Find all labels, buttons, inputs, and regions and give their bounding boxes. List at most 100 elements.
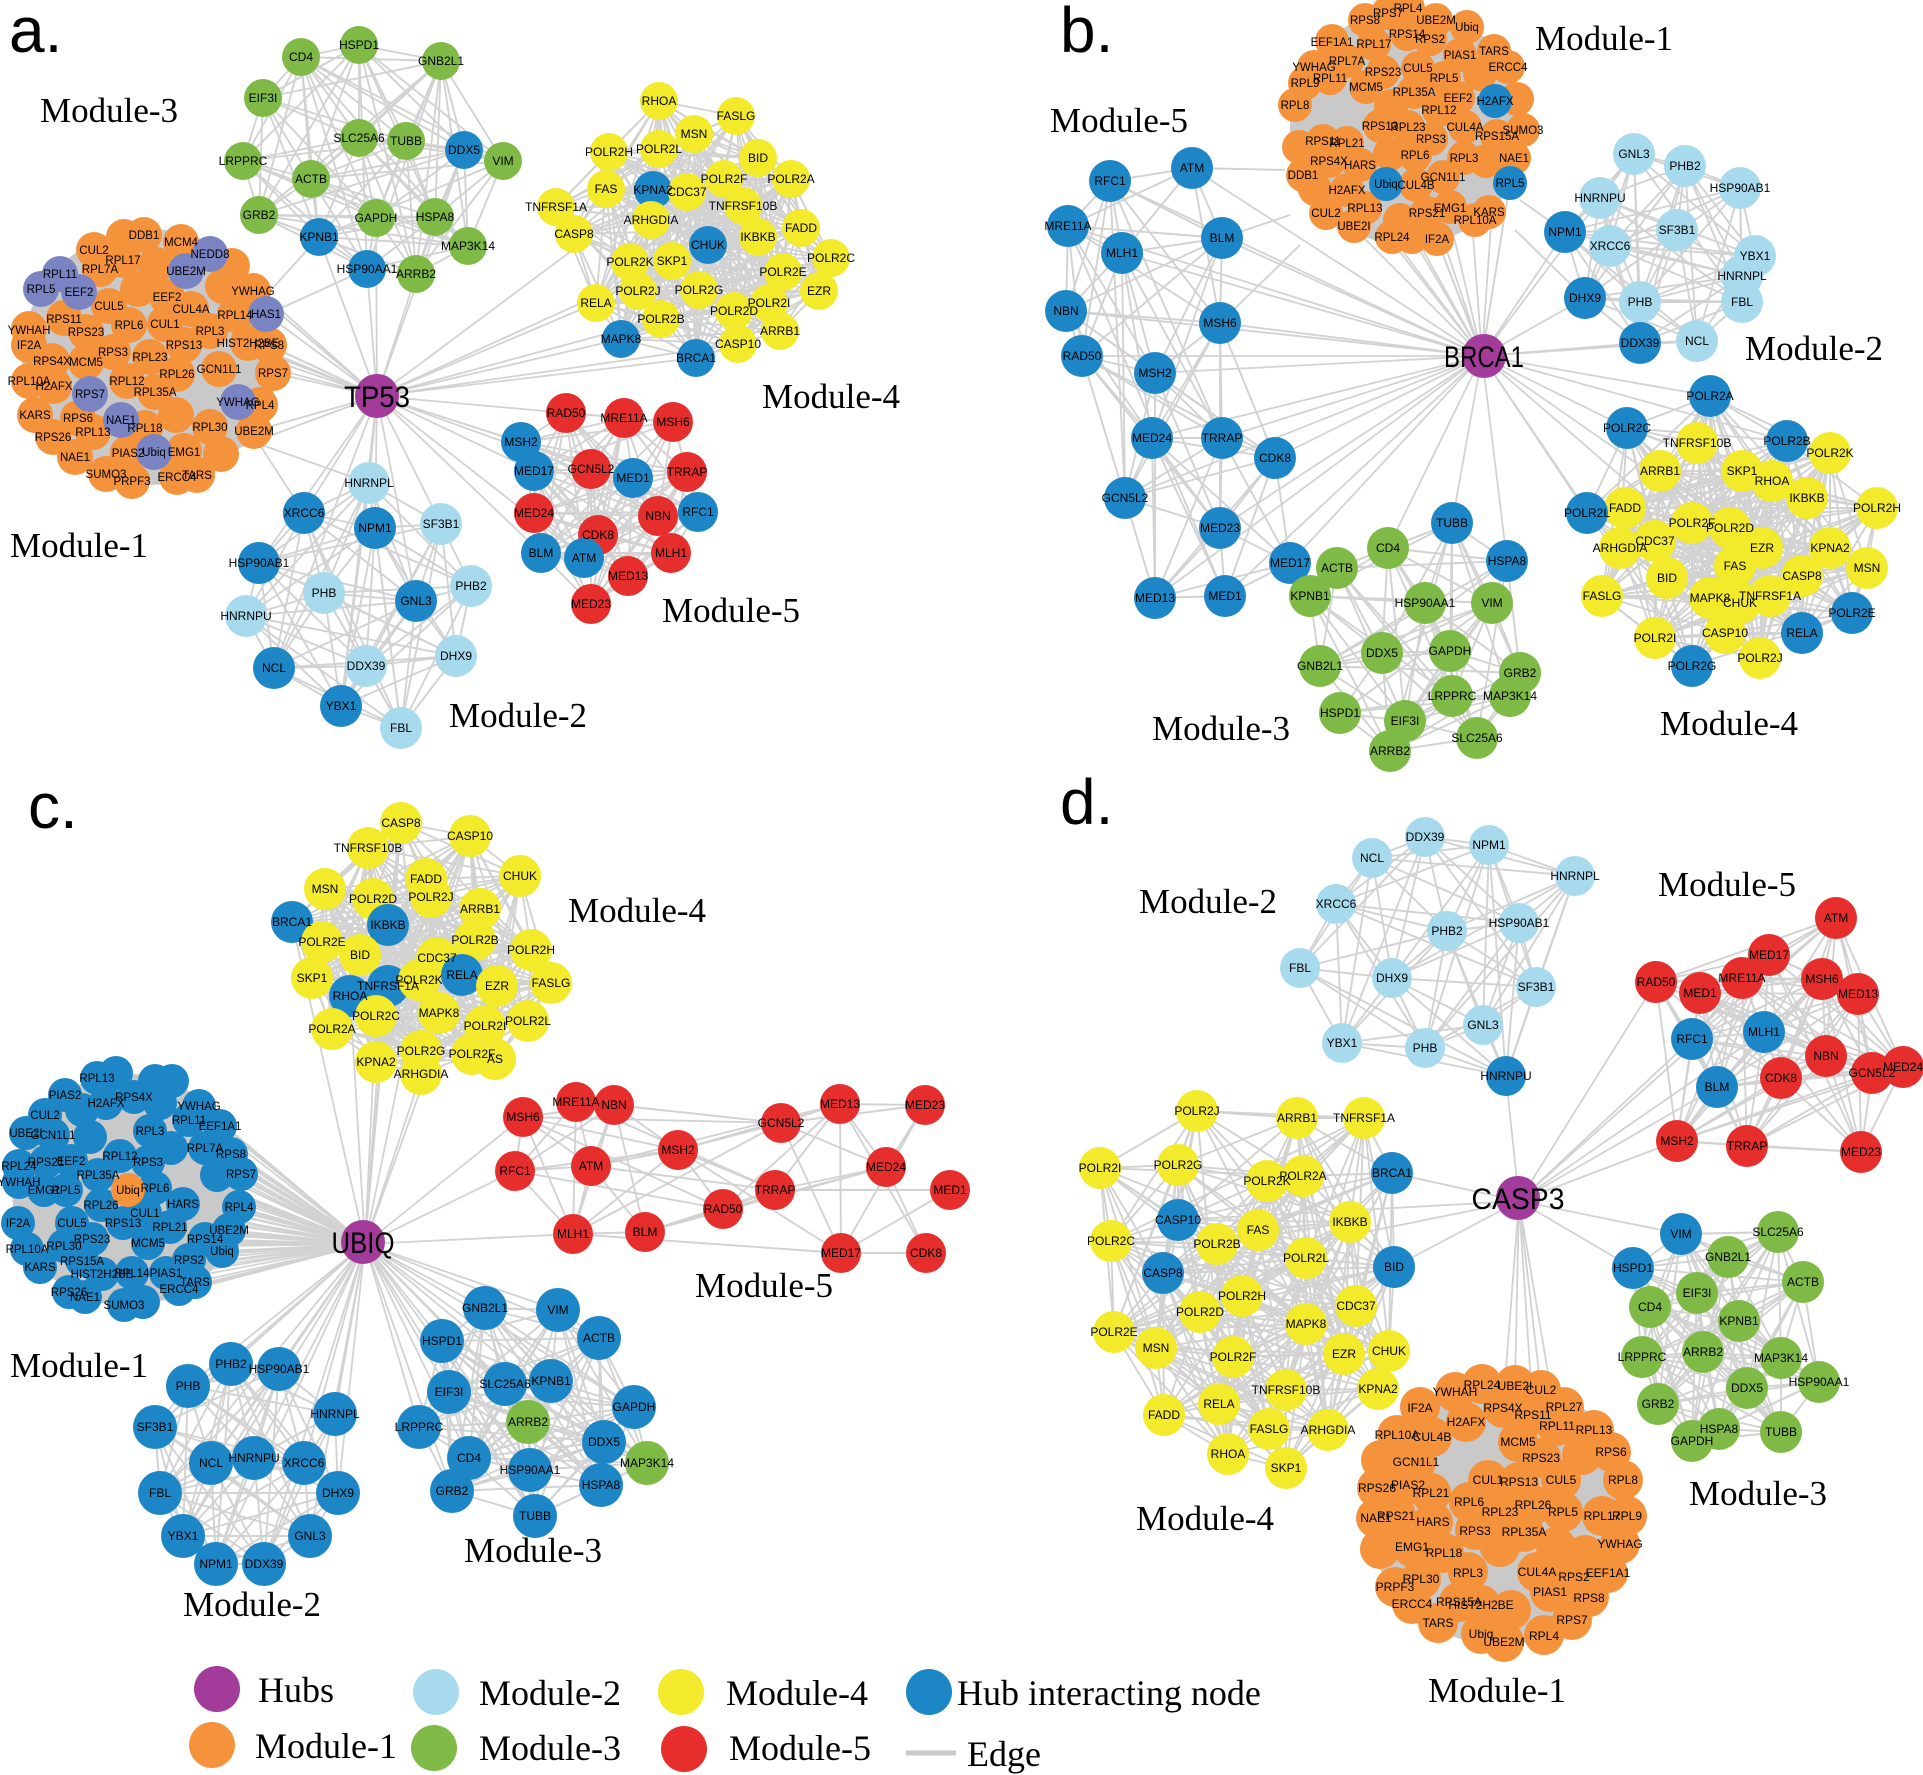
svg-text:LRPPRC: LRPPRC <box>395 1420 444 1434</box>
svg-text:ATM: ATM <box>579 1159 603 1173</box>
svg-text:RPL26: RPL26 <box>83 1200 118 1212</box>
svg-text:PIAS1: PIAS1 <box>150 1268 183 1280</box>
svg-text:LRPPRC: LRPPRC <box>219 154 268 168</box>
svg-text:CUL4A: CUL4A <box>172 304 209 316</box>
svg-text:FASLG: FASLG <box>717 109 756 123</box>
svg-text:HSP90AB1: HSP90AB1 <box>249 1362 310 1376</box>
svg-text:NCL: NCL <box>1685 334 1709 348</box>
svg-text:BRCA1: BRCA1 <box>1372 1166 1412 1180</box>
svg-text:YWHAH: YWHAH <box>8 325 51 337</box>
svg-text:CD4: CD4 <box>1376 541 1400 555</box>
svg-text:ARRB2: ARRB2 <box>508 1415 548 1429</box>
svg-text:CASP8: CASP8 <box>1143 1266 1183 1280</box>
svg-text:RPS8: RPS8 <box>254 340 284 352</box>
svg-text:Module-3: Module-3 <box>40 91 178 130</box>
svg-text:GAPDH: GAPDH <box>1429 644 1472 658</box>
svg-text:UBIQ: UBIQ <box>332 1227 395 1260</box>
svg-text:CDK8: CDK8 <box>1765 1071 1797 1085</box>
svg-text:KPNA2: KPNA2 <box>1810 541 1850 555</box>
svg-text:EMG1: EMG1 <box>1434 203 1467 215</box>
svg-text:RPL26: RPL26 <box>159 369 194 381</box>
svg-text:Module-4: Module-4 <box>1136 1499 1274 1538</box>
svg-text:NAE1: NAE1 <box>1360 1511 1392 1525</box>
svg-text:PHB: PHB <box>1413 1041 1438 1055</box>
svg-text:RPL6: RPL6 <box>141 1183 170 1195</box>
svg-text:KPNB1: KPNB1 <box>1290 589 1330 603</box>
svg-text:EEF2: EEF2 <box>57 1156 86 1168</box>
svg-text:FBL: FBL <box>149 1486 171 1500</box>
svg-text:POLR2L: POLR2L <box>636 142 682 156</box>
svg-text:NCL: NCL <box>199 1456 223 1470</box>
svg-text:RPS11: RPS11 <box>46 314 82 326</box>
svg-text:Ubiq: Ubiq <box>116 1185 140 1197</box>
svg-text:CDC37: CDC37 <box>667 185 707 199</box>
svg-text:RPS6: RPS6 <box>1595 1445 1627 1459</box>
svg-text:RPL7A: RPL7A <box>187 1143 224 1155</box>
svg-text:KPNB1: KPNB1 <box>531 1374 571 1388</box>
svg-text:POLR2B: POLR2B <box>637 312 684 326</box>
svg-text:CDK8: CDK8 <box>910 1246 942 1260</box>
svg-text:CASP10: CASP10 <box>715 337 761 351</box>
svg-text:RPS23: RPS23 <box>74 1234 110 1246</box>
svg-text:POLR2C: POLR2C <box>1087 1234 1135 1248</box>
svg-text:ERCC4: ERCC4 <box>1392 1597 1433 1611</box>
svg-text:GAPDH: GAPDH <box>355 211 398 225</box>
svg-text:PHB2: PHB2 <box>1669 159 1701 173</box>
svg-text:RELA: RELA <box>446 968 477 982</box>
svg-text:POLR2K: POLR2K <box>606 255 653 269</box>
svg-text:PHB: PHB <box>176 1379 201 1393</box>
svg-text:RPL4: RPL4 <box>225 1202 254 1214</box>
svg-text:RPL17: RPL17 <box>105 255 140 267</box>
svg-text:GRB2: GRB2 <box>436 1484 469 1498</box>
svg-text:TUBB: TUBB <box>390 134 422 148</box>
svg-text:KPNA2: KPNA2 <box>1358 1382 1398 1396</box>
svg-text:UBE2M: UBE2M <box>1416 15 1456 27</box>
svg-text:POLR2L: POLR2L <box>1564 506 1610 520</box>
svg-text:CUL5: CUL5 <box>57 1218 86 1230</box>
svg-text:CASP3: CASP3 <box>1472 1183 1565 1216</box>
svg-text:ATM: ATM <box>1824 911 1848 925</box>
svg-text:MED23: MED23 <box>1841 1145 1881 1159</box>
svg-text:POLR2B: POLR2B <box>1763 434 1810 448</box>
svg-text:ERCC4: ERCC4 <box>158 472 198 484</box>
svg-text:MED13: MED13 <box>1135 591 1175 605</box>
svg-text:KPNA2: KPNA2 <box>356 1055 396 1069</box>
svg-text:GNL3: GNL3 <box>1618 147 1650 161</box>
svg-text:SUMO3: SUMO3 <box>86 469 127 481</box>
svg-text:HAS1: HAS1 <box>251 309 281 321</box>
svg-text:RAD50: RAD50 <box>1637 975 1676 989</box>
svg-text:CUL1: CUL1 <box>150 319 179 331</box>
svg-text:MSH6: MSH6 <box>1203 316 1237 330</box>
svg-text:Module-5: Module-5 <box>662 591 800 630</box>
svg-text:POLR2A: POLR2A <box>1686 389 1733 403</box>
svg-text:RPL24: RPL24 <box>1374 232 1410 244</box>
svg-text:FBL: FBL <box>1289 961 1311 975</box>
svg-text:SKP1: SKP1 <box>1271 1461 1302 1475</box>
svg-text:UBE2I: UBE2I <box>1498 1379 1533 1393</box>
svg-text:RPS26: RPS26 <box>1358 1481 1396 1495</box>
svg-text:Module-2: Module-2 <box>479 1673 621 1713</box>
svg-text:GCN1L1: GCN1L1 <box>31 1130 76 1142</box>
svg-text:IKBKB: IKBKB <box>740 230 775 244</box>
svg-text:EEF2: EEF2 <box>1444 93 1473 105</box>
svg-text:RPS4X: RPS4X <box>115 1092 153 1104</box>
svg-text:CUL4B: CUL4B <box>1397 180 1434 192</box>
svg-text:RPL5: RPL5 <box>52 1185 81 1197</box>
svg-text:CDK8: CDK8 <box>1259 451 1291 465</box>
svg-text:HSP90AA1: HSP90AA1 <box>1789 1375 1850 1389</box>
svg-text:Module-5: Module-5 <box>1050 101 1188 140</box>
svg-text:SKP1: SKP1 <box>657 254 688 268</box>
svg-text:BRCA1: BRCA1 <box>1444 341 1524 374</box>
svg-text:HSP90AA1: HSP90AA1 <box>1395 596 1456 610</box>
svg-text:SF3B1: SF3B1 <box>1659 223 1696 237</box>
svg-text:EIF3I: EIF3I <box>1391 714 1420 728</box>
svg-text:FADD: FADD <box>410 872 442 886</box>
svg-text:H2AFX: H2AFX <box>1328 185 1365 197</box>
svg-text:RPL8: RPL8 <box>1608 1473 1638 1487</box>
svg-text:H2AFX: H2AFX <box>1476 96 1513 108</box>
svg-text:MAP3K14: MAP3K14 <box>1754 1351 1808 1365</box>
svg-text:RPL30: RPL30 <box>46 1241 81 1253</box>
svg-text:YWHAG: YWHAG <box>231 286 275 298</box>
svg-text:RPL11: RPL11 <box>43 269 77 281</box>
svg-text:RPL17: RPL17 <box>1584 1509 1621 1523</box>
